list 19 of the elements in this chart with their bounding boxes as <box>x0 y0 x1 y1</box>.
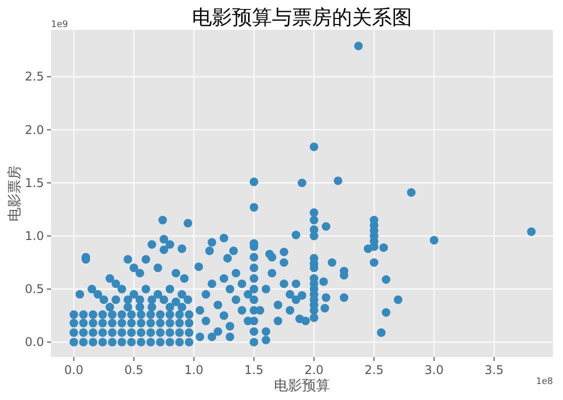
y-tick-label: 0.0 <box>24 335 44 350</box>
text: 1e8 <box>536 377 554 387</box>
x-tick-label: 3.5 <box>484 363 504 377</box>
x-tick-label: 1.5 <box>244 363 264 377</box>
y-tick-label: 2.0 <box>24 122 44 137</box>
x-tick-label: 0.0 <box>64 363 84 377</box>
y-axis-title: 电影票房 <box>7 166 23 222</box>
x-tick-label: 1.0 <box>184 363 204 377</box>
x-tick-label: 3.0 <box>424 363 444 377</box>
x-tick-label: 2.0 <box>304 363 324 377</box>
x-tick-label: 2.5 <box>364 363 384 377</box>
y-tick-label: 2.5 <box>24 70 44 84</box>
y-tick-label: 1.5 <box>24 176 44 190</box>
chart-title: 电影预算与票房的关系图 <box>192 5 412 29</box>
text: 1e9 <box>51 20 68 30</box>
y-tick-label: 1.0 <box>24 228 44 243</box>
x-axis-title: 电影预算 <box>274 378 330 394</box>
y-tick-label: 0.5 <box>24 282 44 296</box>
x-tick-label: 0.5 <box>124 363 144 377</box>
